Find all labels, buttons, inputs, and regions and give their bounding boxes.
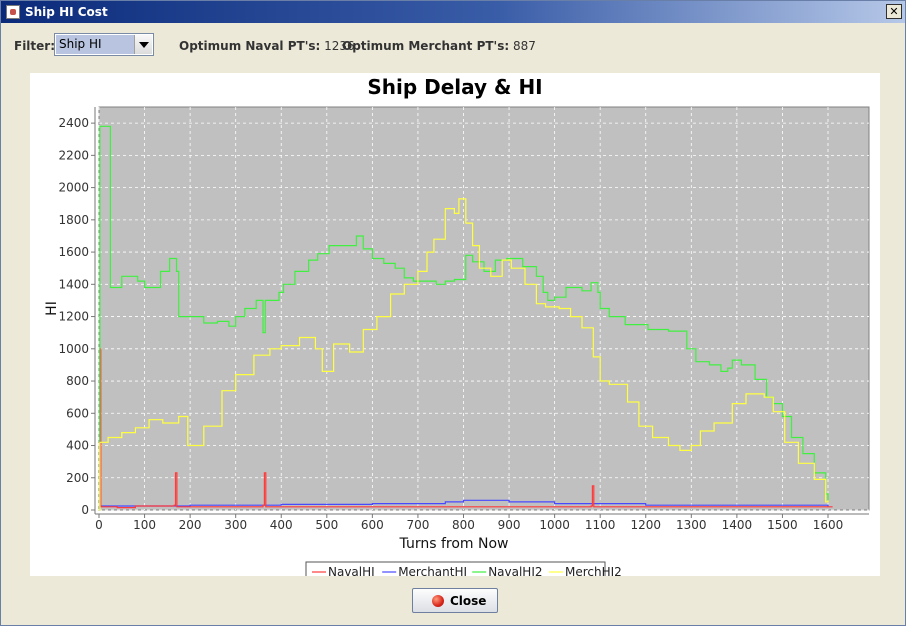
title-bar[interactable]: Ship HI Cost ✕ xyxy=(1,1,905,23)
x-tick-label: 700 xyxy=(406,518,429,532)
java-cup-icon xyxy=(6,5,20,19)
legend-label: NavalHI xyxy=(328,565,375,576)
filter-toolbar: Filter: Ship HI Optimum Naval PT's: 1236… xyxy=(1,23,905,67)
x-tick-label: 600 xyxy=(361,518,384,532)
stop-icon xyxy=(432,595,444,607)
optimum-merchant-stat: Optimum Merchant PT's: 887 xyxy=(342,39,536,53)
chart-panel: Ship Delay & HI 0 100 200 300 400 500 600 700 80… xyxy=(30,73,880,576)
filter-selected-value[interactable]: Ship HI xyxy=(56,35,134,54)
filter-label: Filter: xyxy=(14,39,56,53)
plot-area xyxy=(98,106,870,511)
x-tick-label: 100 xyxy=(133,518,156,532)
legend-label: MerchHI2 xyxy=(565,565,622,576)
y-tick-label: 0 xyxy=(81,503,89,517)
y-tick-label: 400 xyxy=(66,439,89,453)
x-tick-label: 1000 xyxy=(539,518,570,532)
y-tick-label: 2200 xyxy=(58,148,89,162)
legend-label: MerchantHI xyxy=(398,565,467,576)
filter-dropdown[interactable]: Ship HI xyxy=(54,33,154,56)
x-tick-label: 500 xyxy=(315,518,338,532)
legend-box xyxy=(305,561,606,576)
series-line-navalhi xyxy=(99,348,833,511)
x-tick-label: 200 xyxy=(179,518,202,532)
y-tick-label: 600 xyxy=(66,406,89,420)
y-tick-label: 800 xyxy=(66,374,89,388)
x-tick-label: 1400 xyxy=(722,518,753,532)
x-tick-label: 400 xyxy=(270,518,293,532)
y-tick-label: 1000 xyxy=(58,342,89,356)
x-tick-label: 1500 xyxy=(767,518,798,532)
x-tick-label: 300 xyxy=(224,518,247,532)
x-tick-label: 0 xyxy=(95,518,103,532)
series-line-merchanthi xyxy=(99,499,829,507)
series-line-merchhi2 xyxy=(99,198,829,511)
x-axis-title: Turns from Now xyxy=(399,536,509,552)
y-tick-label: 2000 xyxy=(58,181,89,195)
optimum-naval-stat: Optimum Naval PT's: 1236 xyxy=(179,39,355,53)
x-tick-label: 1300 xyxy=(676,518,707,532)
ship-delay-chart: 0 100 200 300 400 500 600 700 800 900 1000 1100 1200… xyxy=(44,106,870,576)
chevron-down-icon[interactable] xyxy=(134,35,152,54)
y-tick-label: 1600 xyxy=(58,245,89,259)
series-line-navalhi2 xyxy=(99,125,829,511)
optimum-merchant-value: 887 xyxy=(513,39,536,53)
x-tick-label: 1100 xyxy=(585,518,616,532)
x-tick-label: 900 xyxy=(498,518,521,532)
y-tick-label: 1400 xyxy=(58,277,89,291)
y-tick-label: 1800 xyxy=(58,213,89,227)
chart-legend: NavalHI MerchantHI NavalHI2 MerchHI2 xyxy=(305,561,622,576)
window-title: Ship HI Cost xyxy=(25,5,108,19)
close-button[interactable]: Close xyxy=(412,588,498,613)
close-button-label: Close xyxy=(450,594,487,608)
x-tick-label: 1200 xyxy=(630,518,661,532)
y-axis-title: HI xyxy=(44,301,60,316)
x-tick-label: 1600 xyxy=(813,518,844,532)
chart-title: Ship Delay & HI xyxy=(367,75,543,99)
y-tick-label: 200 xyxy=(66,471,89,485)
optimum-naval-label: Optimum Naval PT's: xyxy=(179,39,321,53)
optimum-merchant-label: Optimum Merchant PT's: xyxy=(342,39,510,53)
legend-label: NavalHI2 xyxy=(488,565,542,576)
y-tick-label: 1200 xyxy=(58,310,89,324)
window-close-button[interactable]: ✕ xyxy=(886,4,902,19)
y-tick-label: 2400 xyxy=(58,116,89,130)
optimum-naval-value: 1236 xyxy=(324,39,355,53)
x-tick-label: 800 xyxy=(452,518,475,532)
